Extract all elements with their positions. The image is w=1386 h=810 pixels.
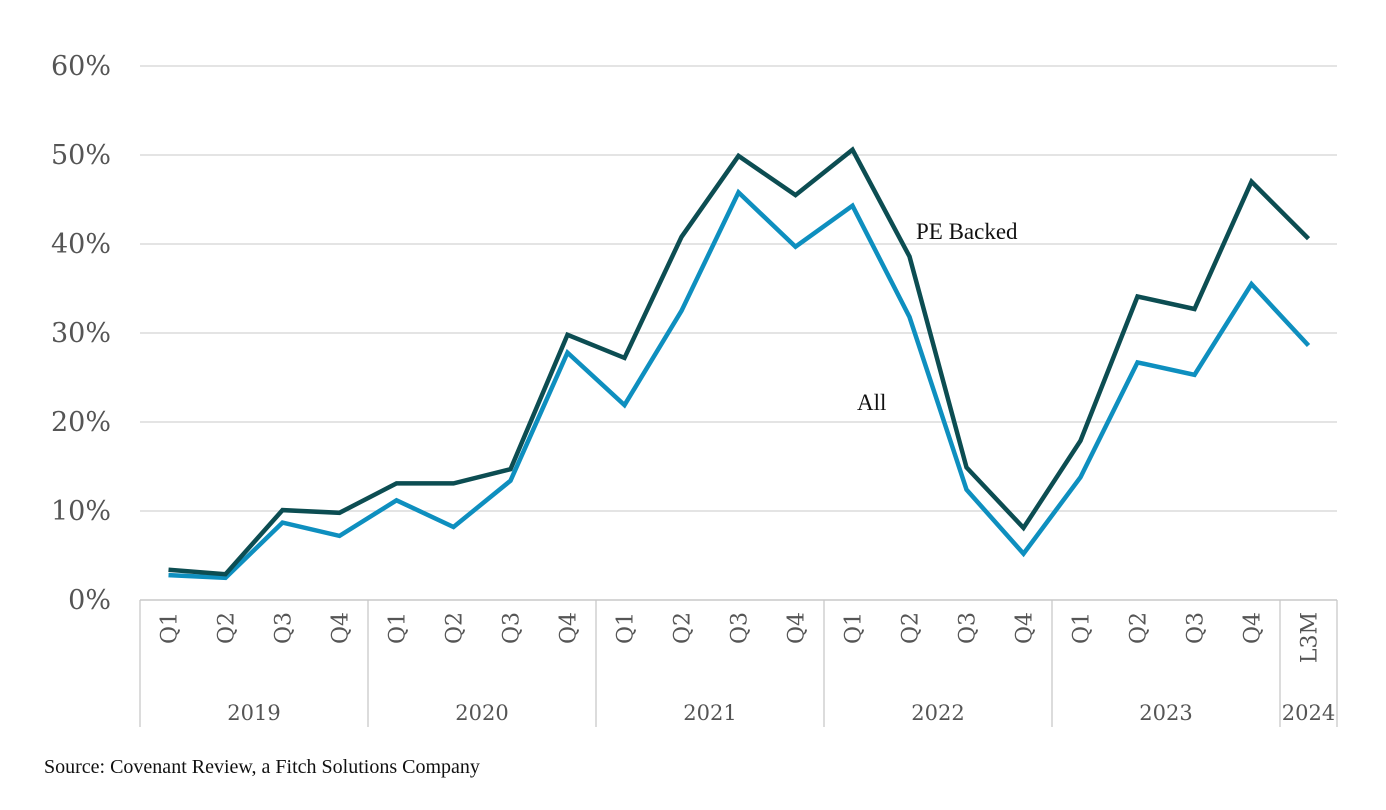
x-tick-label: Q4 bbox=[557, 612, 582, 644]
y-axis: 0% 10% 20% 30% 40% 50% 60% bbox=[51, 51, 111, 616]
x-tick-label: Q2 bbox=[215, 612, 240, 644]
x-tick-label: Q4 bbox=[1013, 612, 1038, 644]
x-tick-label: Q2 bbox=[1127, 612, 1152, 644]
x-tick-label: Q3 bbox=[956, 612, 981, 644]
x-tick-label: Q3 bbox=[728, 612, 753, 644]
year-label: 2019 bbox=[227, 701, 280, 725]
x-tick-label: Q3 bbox=[500, 612, 525, 644]
x-tick-label: Q1 bbox=[614, 612, 639, 644]
x-tick-label: Q4 bbox=[785, 612, 810, 644]
y-tick-label: 40% bbox=[51, 229, 111, 260]
y-tick-label: 10% bbox=[51, 496, 111, 527]
year-label: 2021 bbox=[683, 701, 736, 725]
x-tick-label: Q1 bbox=[158, 612, 183, 644]
x-tick-label: Q4 bbox=[329, 612, 354, 644]
y-tick-label: 30% bbox=[51, 318, 111, 349]
x-tick-label: Q4 bbox=[1241, 612, 1266, 644]
series-line-pe-backed bbox=[168, 146, 1311, 577]
year-label: 2020 bbox=[455, 701, 508, 725]
x-tick-label: Q2 bbox=[443, 612, 468, 644]
series-line-all bbox=[168, 188, 1311, 581]
y-tick-label: 20% bbox=[51, 407, 111, 438]
x-tick-label: Q3 bbox=[272, 612, 297, 644]
annotation-pe-backed: PE Backed bbox=[916, 219, 1018, 244]
x-tick-label: Q1 bbox=[842, 612, 867, 644]
x-tick-label: Q1 bbox=[1070, 612, 1095, 644]
x-tick-label: L3M bbox=[1298, 612, 1323, 663]
annotation-all: All bbox=[857, 390, 886, 415]
line-chart: 0%10%20%30%40%50%60% Q1 Q2 Q3 Q4 Q1 Q2 Q3 Q4 Q1 Q… bbox=[51, 51, 1338, 727]
x-tick-label: Q2 bbox=[899, 612, 924, 644]
series-lines bbox=[168, 146, 1311, 581]
x-tick-label: Q1 bbox=[386, 612, 411, 644]
x-axis: Q1 Q2 Q3 Q4 Q1 Q2 Q3 Q4 Q1 Q2 Q3 Q4 Q1 Q2 Q3 Q4 Q1 Q2 Q3 Q4… bbox=[139, 599, 1338, 727]
source-note: Source: Covenant Review, a Fitch Solutio… bbox=[44, 756, 480, 778]
gridlines bbox=[140, 65, 1337, 512]
y-tick-label: 50% bbox=[51, 140, 111, 171]
year-label: 2024 bbox=[1282, 701, 1335, 725]
y-tick-label: 0% bbox=[68, 585, 111, 616]
year-label: 2022 bbox=[911, 701, 964, 725]
x-tick-label: Q3 bbox=[1184, 612, 1209, 644]
x-tick-label: Q2 bbox=[671, 612, 696, 644]
year-label: 2023 bbox=[1139, 701, 1192, 725]
y-tick-label: 60% bbox=[51, 51, 111, 82]
